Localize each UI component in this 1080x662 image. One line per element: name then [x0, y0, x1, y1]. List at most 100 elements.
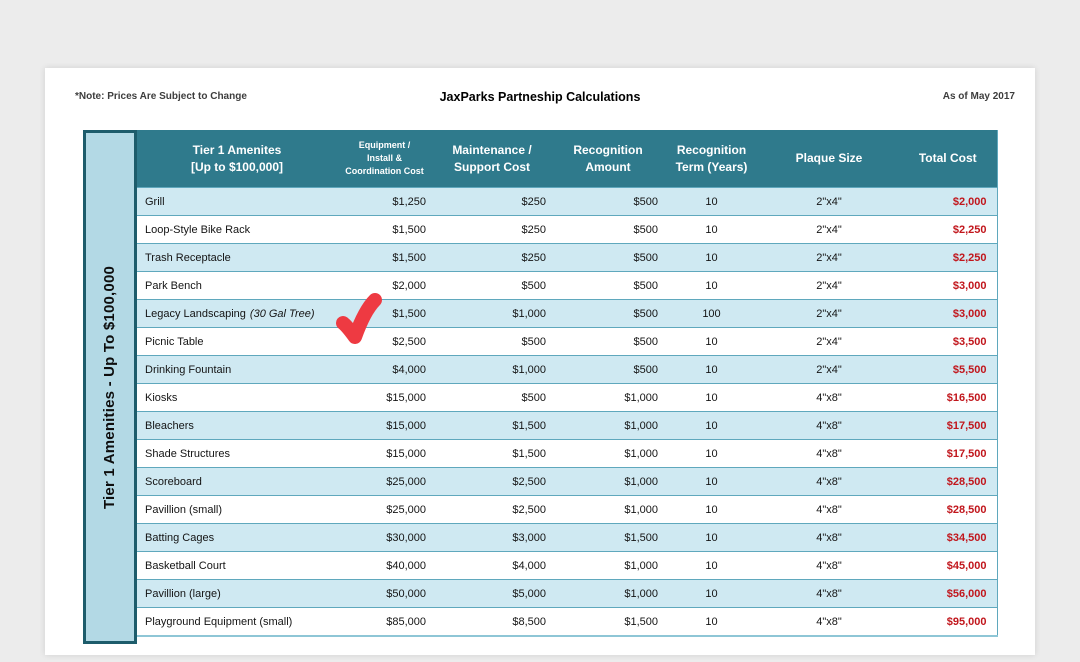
amenity-name: Kiosks	[145, 391, 178, 404]
total-cost-cell: $2,250	[899, 215, 997, 244]
maintenance-cost-cell: $500	[432, 271, 552, 300]
maintenance-cost-cell: $8,500	[432, 607, 552, 636]
total-cost-cell: $3,000	[899, 271, 997, 300]
recognition-amount-cell: $1,000	[552, 383, 664, 412]
table-row: Shade Structures $15,000 $1,500 $1,000 1…	[137, 439, 997, 468]
table-row: Playground Equipment (small) $85,000 $8,…	[137, 607, 997, 636]
table-row: Kiosks $15,000 $500 $1,000 10 4"x8" $16,…	[137, 383, 997, 412]
amenity-name: Trash Receptacle	[145, 251, 231, 264]
maintenance-cost-cell: $250	[432, 187, 552, 216]
col-header-equipment-cost: Equipment / Install & Coordination Cost	[337, 130, 432, 188]
equipment-cost-cell: $1,500	[337, 215, 432, 244]
plaque-size-cell: 2"x4"	[759, 299, 899, 328]
amenity-name: Loop-Style Bike Rack	[145, 223, 251, 236]
plaque-size-cell: 2"x4"	[759, 355, 899, 384]
recognition-amount-cell: $500	[552, 355, 664, 384]
recognition-amount-cell: $1,000	[552, 551, 664, 580]
equipment-cost-cell: $15,000	[337, 439, 432, 468]
amenity-name-cell: Picnic Table	[137, 327, 337, 356]
recognition-term-cell: 10	[664, 411, 759, 440]
total-cost-cell: $2,000	[899, 187, 997, 216]
equipment-cost-cell: $25,000	[337, 467, 432, 496]
amenity-name: Grill	[145, 195, 165, 208]
total-cost-cell: $17,500	[899, 411, 997, 440]
tier1-side-label: Tier 1 Amenities - Up To $100,000	[101, 265, 119, 509]
plaque-size-cell: 2"x4"	[759, 243, 899, 272]
equipment-cost-cell: $1,500	[337, 299, 432, 328]
as-of-date: As of May 2017	[942, 91, 1015, 102]
table-row: Pavillion (small) $25,000 $2,500 $1,000 …	[137, 495, 997, 524]
partnership-calculations-table: Tier 1 Amenites [Up to $100,000] Equipme…	[137, 130, 998, 637]
total-cost-cell: $28,500	[899, 467, 997, 496]
equipment-cost-cell: $15,000	[337, 383, 432, 412]
table-row: Trash Receptacle $1,500 $250 $500 10 2"x…	[137, 243, 997, 272]
recognition-term-cell: 10	[664, 439, 759, 468]
plaque-size-cell: 4"x8"	[759, 439, 899, 468]
table-row: Drinking Fountain $4,000 $1,000 $500 10 …	[137, 355, 997, 384]
recognition-term-cell: 10	[664, 607, 759, 636]
equipment-cost-cell: $1,500	[337, 243, 432, 272]
equipment-cost-cell: $30,000	[337, 523, 432, 552]
amenity-name-cell: Legacy Landscaping (30 Gal Tree)	[137, 299, 337, 328]
recognition-amount-cell: $1,000	[552, 495, 664, 524]
recognition-amount-cell: $500	[552, 271, 664, 300]
maintenance-cost-cell: $1,500	[432, 439, 552, 468]
recognition-amount-cell: $500	[552, 215, 664, 244]
amenity-name-cell: Trash Receptacle	[137, 243, 337, 272]
recognition-amount-cell: $500	[552, 299, 664, 328]
equipment-cost-cell: $85,000	[337, 607, 432, 636]
table-header-row: Tier 1 Amenites [Up to $100,000] Equipme…	[137, 130, 997, 188]
recognition-amount-cell: $1,000	[552, 439, 664, 468]
amenity-name-cell: Scoreboard	[137, 467, 337, 496]
maintenance-cost-cell: $2,500	[432, 467, 552, 496]
total-cost-cell: $34,500	[899, 523, 997, 552]
equipment-cost-cell: $2,500	[337, 327, 432, 356]
plaque-size-cell: 4"x8"	[759, 607, 899, 636]
amenity-note: (30 Gal Tree)	[249, 307, 315, 320]
recognition-term-cell: 10	[664, 187, 759, 216]
total-cost-cell: $56,000	[899, 579, 997, 608]
total-cost-cell: $95,000	[899, 607, 997, 636]
maintenance-cost-cell: $4,000	[432, 551, 552, 580]
plaque-size-cell: 4"x8"	[759, 467, 899, 496]
amenity-name: Playground Equipment (small)	[145, 615, 293, 628]
amenity-name-cell: Basketball Court	[137, 551, 337, 580]
recognition-amount-cell: $500	[552, 187, 664, 216]
maintenance-cost-cell: $250	[432, 243, 552, 272]
amenity-name: Legacy Landscaping	[145, 307, 246, 320]
recognition-term-cell: 10	[664, 327, 759, 356]
amenity-name-cell: Park Bench	[137, 271, 337, 300]
amenity-name-cell: Drinking Fountain	[137, 355, 337, 384]
plaque-size-cell: 2"x4"	[759, 187, 899, 216]
recognition-term-cell: 10	[664, 495, 759, 524]
equipment-cost-cell: $1,250	[337, 187, 432, 216]
maintenance-cost-cell: $1,500	[432, 411, 552, 440]
table-row: Bleachers $15,000 $1,500 $1,000 10 4"x8"…	[137, 411, 997, 440]
equipment-cost-cell: $40,000	[337, 551, 432, 580]
maintenance-cost-cell: $2,500	[432, 495, 552, 524]
amenity-name-cell: Bleachers	[137, 411, 337, 440]
equipment-cost-cell: $4,000	[337, 355, 432, 384]
plaque-size-cell: 4"x8"	[759, 383, 899, 412]
amenity-name: Pavillion (large)	[145, 587, 221, 600]
col-header-maintenance-cost: Maintenance / Support Cost	[432, 130, 552, 188]
recognition-term-cell: 10	[664, 579, 759, 608]
recognition-term-cell: 100	[664, 299, 759, 328]
total-cost-cell: $2,250	[899, 243, 997, 272]
recognition-term-cell: 10	[664, 551, 759, 580]
col-header-plaque-size: Plaque Size	[759, 130, 899, 188]
amenity-name-cell: Grill	[137, 187, 337, 216]
maintenance-cost-cell: $500	[432, 327, 552, 356]
plaque-size-cell: 4"x8"	[759, 551, 899, 580]
recognition-amount-cell: $1,500	[552, 607, 664, 636]
total-cost-cell: $3,500	[899, 327, 997, 356]
recognition-term-cell: 10	[664, 271, 759, 300]
maintenance-cost-cell: $3,000	[432, 523, 552, 552]
recognition-amount-cell: $1,000	[552, 579, 664, 608]
col-header-recognition-amount: Recognition Amount	[552, 130, 664, 188]
total-cost-cell: $17,500	[899, 439, 997, 468]
table-row: Picnic Table $2,500 $500 $500 10 2"x4" $…	[137, 327, 997, 356]
amenity-name: Picnic Table	[145, 335, 204, 348]
amenity-name-cell: Pavillion (small)	[137, 495, 337, 524]
maintenance-cost-cell: $1,000	[432, 355, 552, 384]
